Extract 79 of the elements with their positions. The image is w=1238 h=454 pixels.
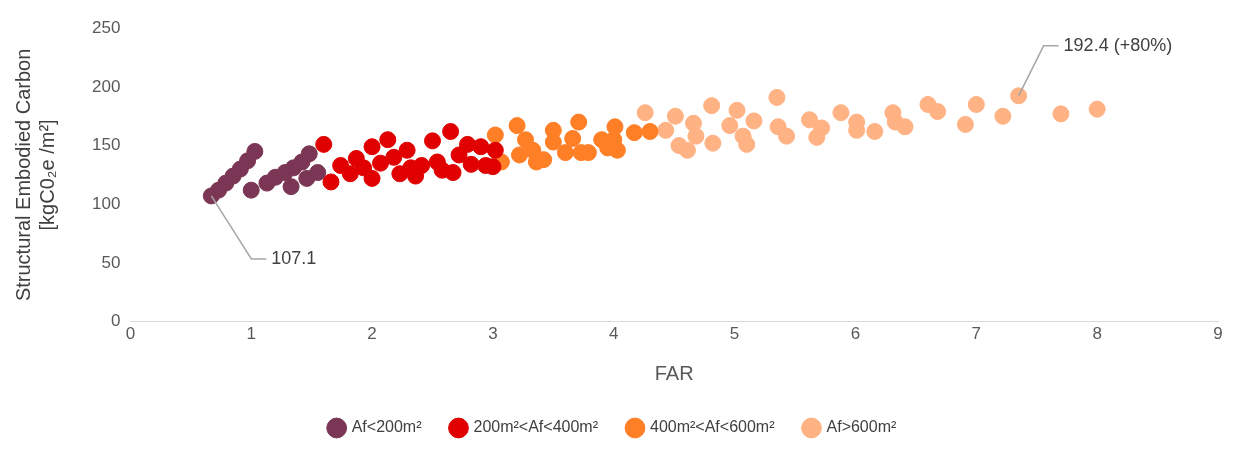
point bbox=[246, 142, 264, 160]
point bbox=[511, 146, 528, 164]
point bbox=[641, 122, 659, 140]
point bbox=[570, 113, 588, 131]
point bbox=[703, 97, 721, 115]
point bbox=[738, 135, 756, 153]
point bbox=[385, 148, 403, 166]
point bbox=[967, 95, 985, 113]
y-tick-label: 100 bbox=[91, 193, 121, 213]
point bbox=[636, 104, 654, 122]
point bbox=[379, 131, 397, 149]
point bbox=[300, 145, 318, 163]
x-tick-label: 2 bbox=[367, 324, 377, 344]
point bbox=[363, 169, 381, 187]
y-tick-label: 0 bbox=[110, 311, 121, 331]
legend-label: 400m²<Af<600m² bbox=[650, 418, 776, 436]
point bbox=[801, 111, 819, 129]
point bbox=[315, 135, 333, 153]
point bbox=[929, 103, 947, 121]
x-tick-label: 3 bbox=[488, 324, 498, 344]
x-tick-label: 9 bbox=[1213, 324, 1223, 344]
point bbox=[508, 117, 526, 135]
point bbox=[813, 119, 831, 137]
legend-label: Af<200m² bbox=[351, 418, 423, 436]
y-tick-label: 250 bbox=[91, 17, 121, 37]
point bbox=[657, 121, 675, 139]
point bbox=[341, 165, 359, 183]
point bbox=[896, 118, 914, 136]
point bbox=[625, 124, 643, 142]
x-axis-title: FAR bbox=[654, 361, 694, 384]
point bbox=[372, 154, 390, 172]
point bbox=[309, 164, 327, 182]
point bbox=[564, 130, 582, 148]
point bbox=[462, 155, 480, 173]
x-tick-label: 1 bbox=[246, 324, 256, 344]
point bbox=[687, 127, 705, 145]
point bbox=[282, 178, 300, 196]
point bbox=[1010, 87, 1028, 105]
point bbox=[704, 134, 722, 152]
point bbox=[768, 88, 786, 106]
point bbox=[544, 121, 562, 139]
annotation: 192.4 (+80%) bbox=[1063, 34, 1173, 55]
x-tick-label: 6 bbox=[850, 324, 861, 344]
point bbox=[486, 141, 504, 159]
y-tick-label: 50 bbox=[101, 252, 121, 272]
point bbox=[666, 107, 684, 125]
point bbox=[444, 164, 462, 182]
legend-label: Af>600m² bbox=[826, 418, 897, 436]
x-tick-label: 8 bbox=[1092, 324, 1102, 344]
legend-label: 200m²<Af<400m² bbox=[473, 418, 599, 436]
point bbox=[745, 112, 763, 130]
point bbox=[442, 122, 460, 140]
point bbox=[832, 104, 850, 122]
point bbox=[413, 157, 431, 175]
y-tick-label: 200 bbox=[91, 76, 121, 96]
point bbox=[556, 144, 574, 162]
y-tick-label: 150 bbox=[91, 135, 121, 155]
point bbox=[994, 107, 1012, 125]
point bbox=[472, 138, 490, 156]
point bbox=[728, 101, 746, 119]
point bbox=[398, 141, 416, 159]
point bbox=[322, 173, 340, 191]
point bbox=[486, 126, 504, 144]
point bbox=[721, 117, 739, 135]
point bbox=[956, 115, 974, 133]
x-tick-label: 5 bbox=[729, 324, 740, 344]
point bbox=[423, 132, 441, 150]
x-tick-label: 4 bbox=[609, 324, 619, 344]
point bbox=[866, 122, 884, 140]
x-tick-label: 7 bbox=[971, 324, 982, 344]
point bbox=[1052, 105, 1070, 123]
annotation: 107.1 bbox=[271, 247, 317, 268]
point bbox=[242, 181, 260, 199]
y-axis-title: Structural Embodied Carbon [kgC0₂e /m²] bbox=[11, 48, 58, 302]
x-tick-label: 0 bbox=[125, 324, 136, 344]
point bbox=[778, 127, 796, 145]
point bbox=[1088, 100, 1106, 118]
point bbox=[678, 141, 696, 159]
point bbox=[363, 138, 381, 156]
